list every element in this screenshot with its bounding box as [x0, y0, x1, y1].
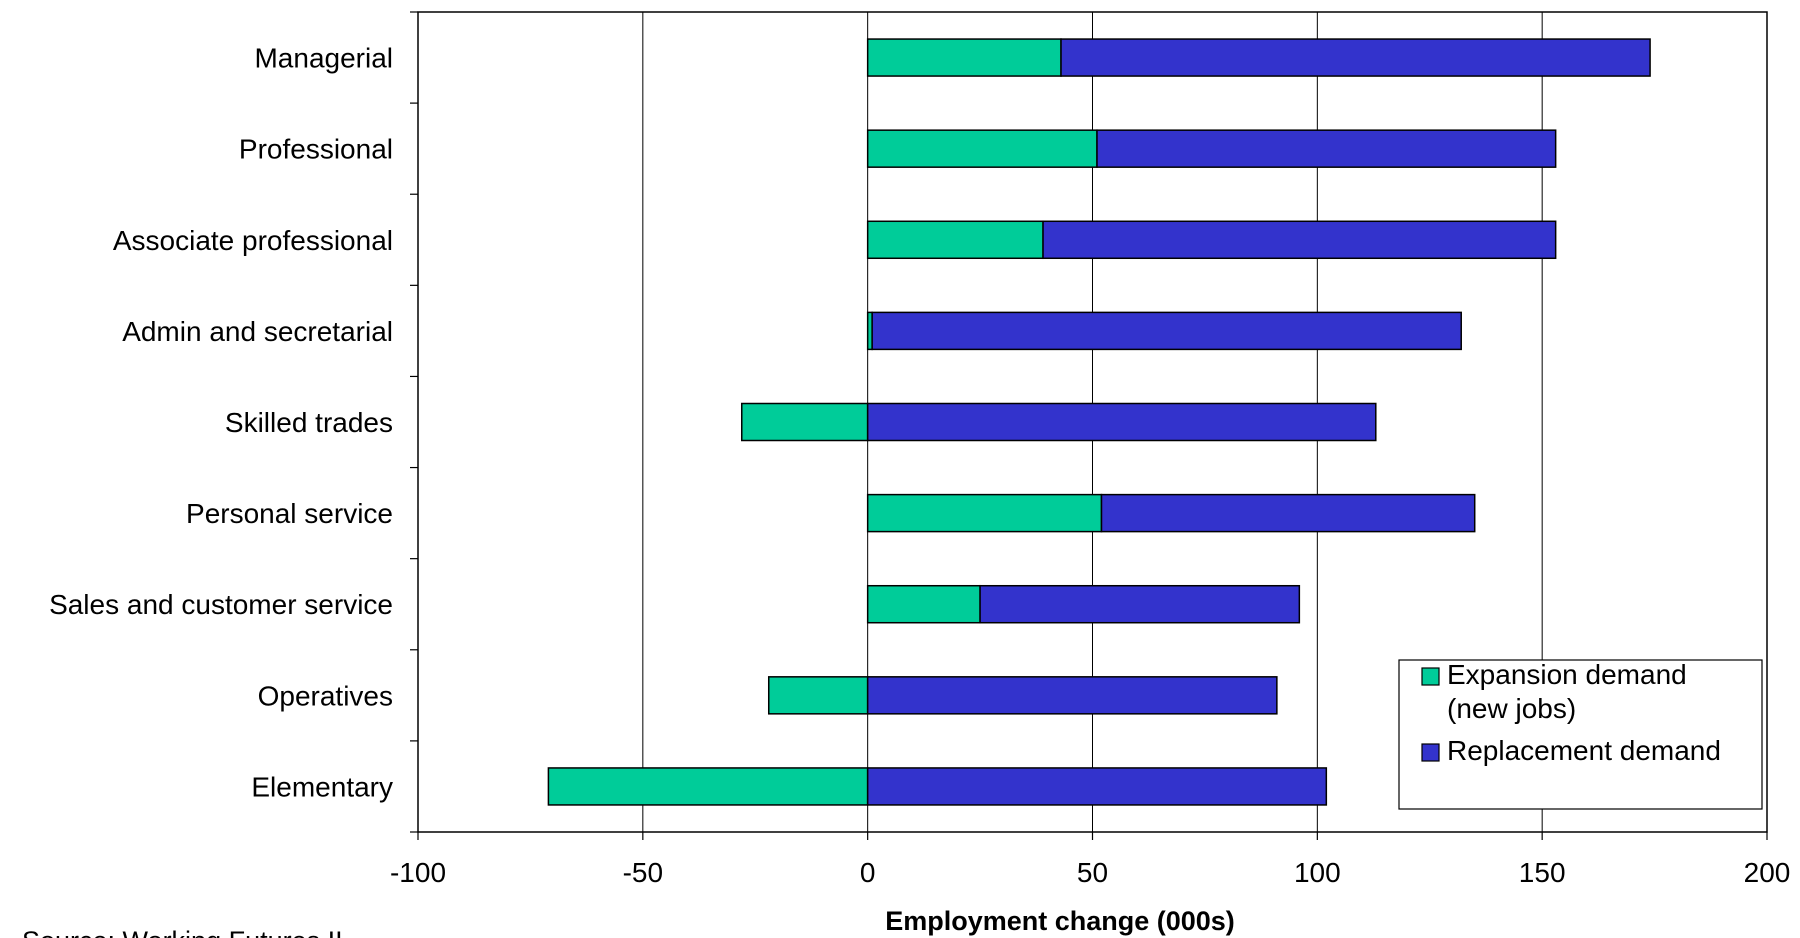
- bars: [547, 38, 1651, 806]
- category-label: Skilled trades: [225, 407, 393, 438]
- bar: [866, 493, 1103, 533]
- category-label: Operatives: [258, 680, 393, 711]
- bar: [1096, 129, 1557, 168]
- x-tick-label: 0: [860, 857, 876, 888]
- bar: [866, 38, 1062, 77]
- bar: [866, 220, 1044, 260]
- bar: [1060, 38, 1651, 77]
- category-label: Professional: [239, 134, 393, 165]
- bar: [866, 767, 1328, 806]
- legend-label: Expansion demand: [1447, 659, 1687, 690]
- legend-swatch: [1421, 743, 1440, 762]
- bar: [1100, 493, 1476, 533]
- bar: [547, 767, 869, 806]
- bar: [871, 311, 1462, 351]
- category-label: Admin and secretarial: [122, 316, 393, 347]
- legend-label: Replacement demand: [1447, 735, 1721, 766]
- category-label: Managerial: [254, 43, 393, 74]
- category-label: Sales and customer service: [49, 589, 393, 620]
- x-tick-label: -50: [623, 857, 663, 888]
- x-tick-label: 150: [1519, 857, 1566, 888]
- bar: [1042, 220, 1557, 260]
- category-label: Elementary: [251, 771, 393, 802]
- bar: [741, 402, 869, 442]
- bar: [866, 129, 1098, 168]
- legend-box: [1398, 659, 1763, 810]
- axes: [410, 11, 1768, 840]
- bar: [866, 676, 1278, 715]
- x-tick-label: -100: [390, 857, 446, 888]
- category-label: Personal service: [186, 498, 393, 529]
- category-label: Associate professional: [113, 225, 393, 256]
- x-tick-label: 100: [1294, 857, 1341, 888]
- x-axis-title: Employment change (000s): [885, 906, 1235, 936]
- legend-swatch: [1421, 667, 1440, 686]
- legend: Expansion demand(new jobs) Replacement de…: [1398, 659, 1763, 810]
- bar: [767, 676, 869, 715]
- legend-label: (new jobs): [1447, 693, 1576, 724]
- labels: -100 -50 0 50 100 150 200 Managerial Professiona…: [49, 43, 1790, 888]
- source-note: Source: Working Futures II: [22, 926, 343, 938]
- bar: [866, 402, 1377, 442]
- bar: [979, 584, 1301, 624]
- bar: [866, 584, 981, 624]
- x-tick-label: 50: [1077, 857, 1108, 888]
- x-tick-label: 200: [1744, 857, 1791, 888]
